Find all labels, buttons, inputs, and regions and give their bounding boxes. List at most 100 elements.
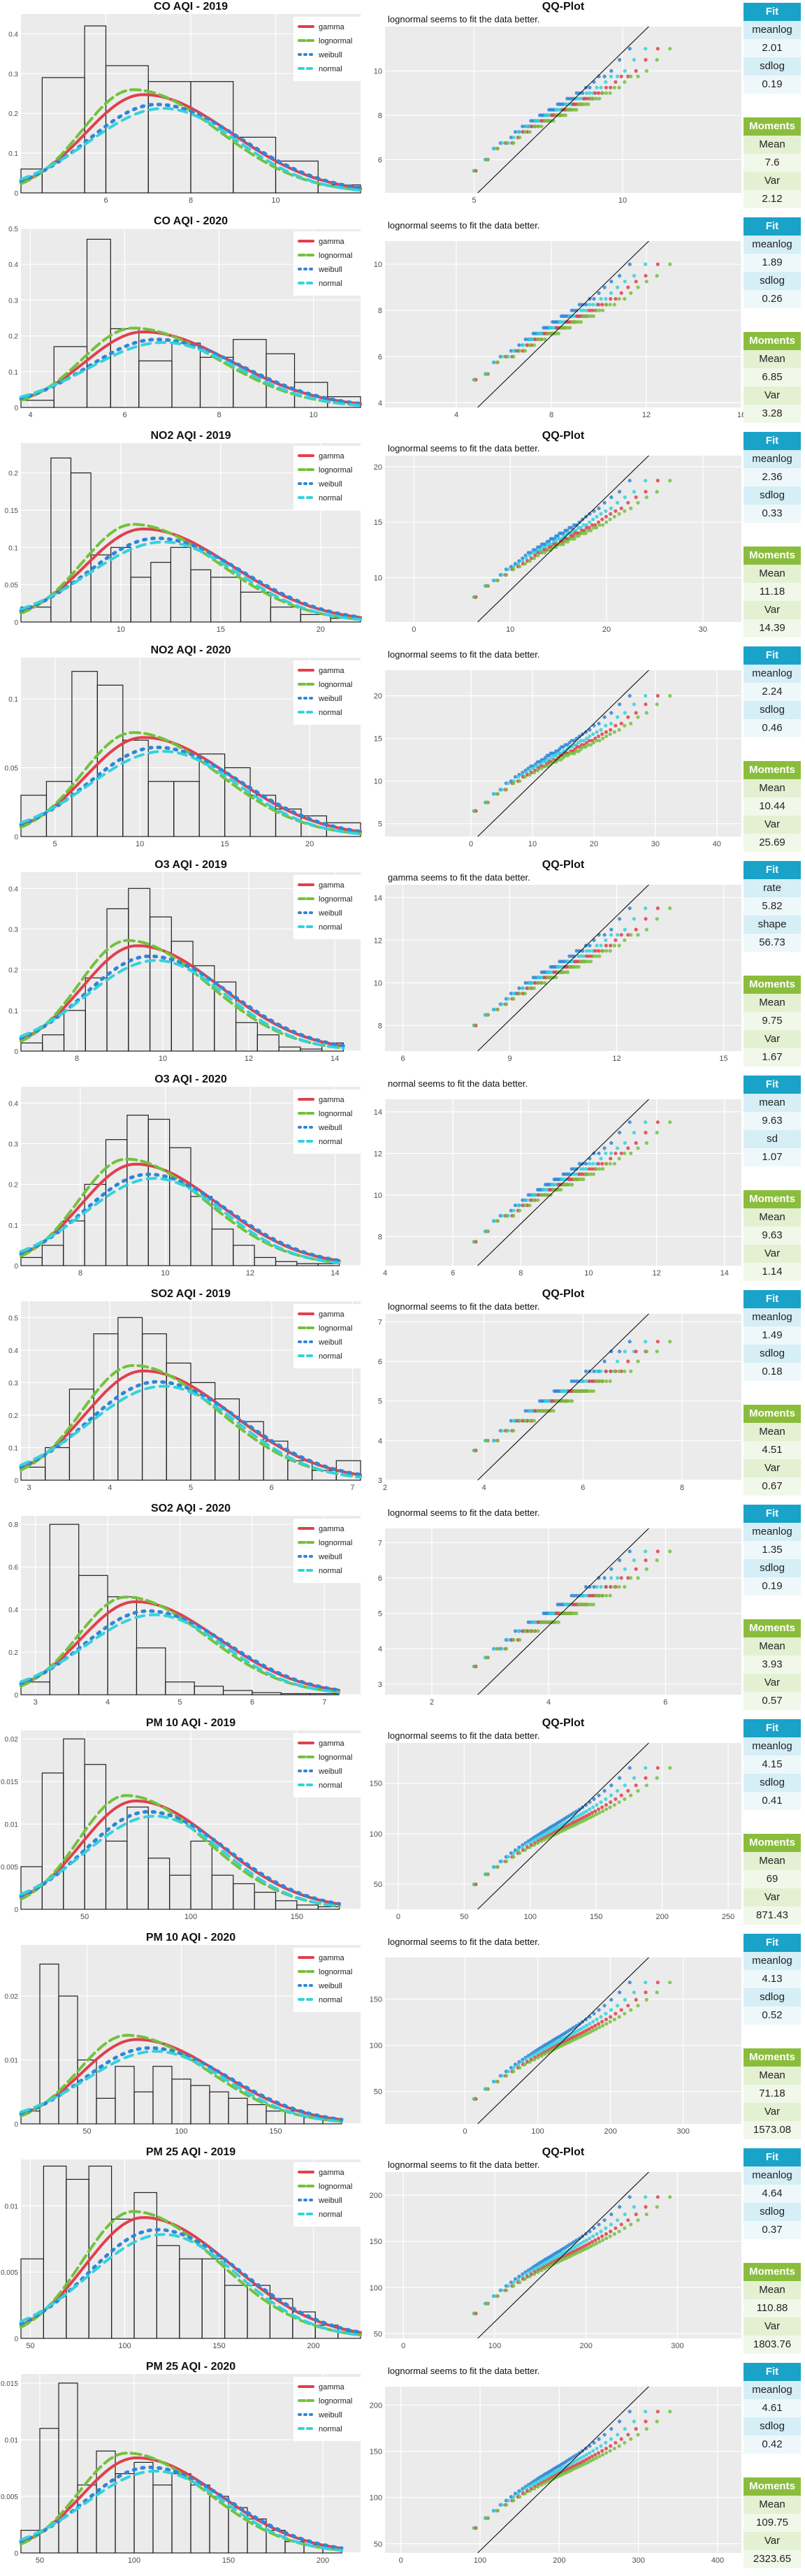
qq-point-lognormal	[644, 1349, 648, 1354]
fit-parameter-value: 2.01	[744, 39, 801, 57]
qq-point-normal	[584, 308, 588, 312]
qq-point-weibull	[592, 1369, 596, 1373]
qq-point-gamma	[655, 2195, 660, 2199]
qq-point-lognormal	[604, 1593, 609, 1598]
moment-value-var: 2323.65	[744, 2550, 801, 2568]
qq-point-normal	[584, 2452, 588, 2457]
qq-point-weibull	[628, 1340, 632, 1344]
qq-point-lognormal	[556, 331, 560, 335]
qq-point-lognormal	[600, 523, 605, 527]
qq-point-gamma	[593, 2023, 597, 2028]
qq-point-gamma	[614, 1797, 618, 1801]
legend-label-weibull: weibull	[318, 480, 342, 489]
qq-point-lognormal	[561, 542, 565, 547]
qq-point-weibull	[517, 559, 521, 563]
qq-point-lognormal	[504, 1428, 509, 1433]
qq-point-weibull	[537, 545, 542, 549]
qq-point-lognormal	[518, 2066, 522, 2070]
qq-point-normal	[623, 1141, 627, 1145]
moment-value-mean: 71.18	[744, 2085, 801, 2103]
qq-point-lognormal	[546, 2265, 550, 2269]
x-tick-label: 300	[671, 2342, 683, 2350]
qq-point-normal	[599, 2229, 603, 2234]
qq-point-normal	[632, 1131, 636, 1135]
qq-point-weibull	[628, 2195, 632, 2199]
qq-point-normal	[616, 500, 620, 505]
qq-point-normal	[524, 556, 528, 560]
qq-point-lognormal	[600, 2452, 605, 2457]
qq-point-normal	[591, 2234, 595, 2238]
qq-point-lognormal	[604, 949, 609, 953]
qq-point-gamma	[619, 1151, 623, 1155]
qq-point-gamma	[655, 694, 660, 698]
qq-point-lognormal	[591, 314, 595, 318]
fit-summary-table: Fit meanlog 2.24 sdlog 0.46 Moments Mean 10.44 V…	[744, 646, 801, 852]
qq-point-normal	[632, 1776, 636, 1780]
qq-point-lognormal	[600, 737, 605, 741]
qq-reference-line	[477, 2386, 649, 2554]
qq-point-lognormal	[588, 314, 593, 318]
qq-point-normal	[581, 739, 586, 743]
qq-point-lognormal	[549, 976, 553, 980]
qq-point-normal	[644, 1120, 648, 1124]
qq-point-normal	[599, 728, 603, 732]
qq-point-lognormal	[612, 2232, 616, 2236]
qq-title: QQ-Plot	[542, 1717, 585, 1729]
qq-point-gamma	[582, 528, 586, 533]
qq-reference-line	[477, 240, 649, 408]
qq-point-weibull	[602, 2433, 607, 2437]
qq-point-gamma	[536, 551, 540, 555]
qq-point-lognormal	[612, 1162, 616, 1166]
qq-point-lognormal	[600, 2023, 605, 2028]
qq-point-lognormal	[543, 337, 547, 342]
qq-point-lognormal	[556, 1620, 560, 1624]
y-tick-label: 0.15	[5, 507, 19, 515]
y-tick-label: 200	[370, 2401, 382, 2410]
qq-point-weibull	[597, 2008, 601, 2012]
y-tick-label: 100	[370, 2284, 382, 2292]
qq-point-lognormal	[561, 755, 565, 760]
qq-point-lognormal	[495, 2079, 500, 2084]
qq-point-normal	[595, 943, 599, 948]
qq-point-weibull	[509, 1851, 513, 1855]
qq-point-lognormal	[536, 2055, 540, 2060]
legend: gamma lognormal weibull normal	[293, 660, 362, 725]
qq-point-normal	[574, 528, 578, 533]
weibull-density-curve	[19, 1809, 342, 1906]
qq-point-weibull	[509, 136, 513, 140]
qq-point-normal	[644, 1549, 648, 1554]
qq-point-gamma	[626, 1788, 630, 1793]
qq-point-lognormal	[568, 326, 572, 330]
qq-point-gamma	[634, 68, 638, 73]
legend-label-normal: normal	[319, 1996, 342, 2004]
y-tick-label: 0.1	[8, 369, 18, 377]
legend: gamma lognormal weibull normal	[293, 875, 362, 939]
qq-point-normal	[506, 781, 510, 786]
qq-point-weibull	[628, 47, 632, 51]
qq-point-lognormal	[612, 1803, 616, 1807]
legend-label-lognormal: lognormal	[319, 1110, 352, 1118]
moments-header: Moments	[744, 2263, 801, 2281]
fit-header: Fit	[744, 861, 801, 879]
qq-point-lognormal	[570, 1399, 574, 1403]
moments-header: Moments	[744, 1834, 801, 1852]
qq-point-normal	[579, 2027, 583, 2031]
fit-parameter-value: 2.36	[744, 468, 801, 486]
qq-point-lognormal	[518, 136, 522, 140]
qq-point-lognormal	[623, 2226, 627, 2230]
fit-parameter-value: 4.64	[744, 2185, 801, 2203]
legend: gamma lognormal weibull normal	[293, 2162, 362, 2227]
normal-density-curve	[20, 2050, 343, 2123]
qq-point-normal	[512, 992, 516, 996]
qq-point-weibull	[513, 562, 518, 566]
qq-point-normal	[516, 1629, 521, 1633]
x-tick-label: 14	[720, 1269, 729, 1278]
qq-point-gamma	[600, 2234, 604, 2238]
qq-point-normal	[516, 1203, 521, 1208]
qq-point-gamma	[571, 534, 575, 538]
qq-point-lognormal	[472, 1664, 477, 1669]
x-tick-label: 6	[663, 1698, 667, 1707]
qq-point-normal	[492, 578, 497, 583]
x-tick-label: 250	[722, 1913, 734, 1921]
qq-point-gamma	[600, 1805, 604, 1809]
